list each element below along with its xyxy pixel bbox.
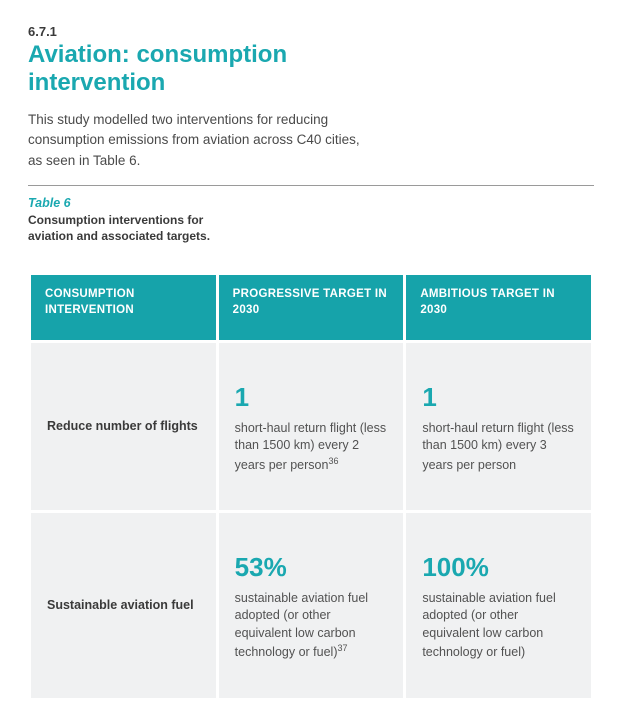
table-label: Table 6 <box>28 196 594 210</box>
table-row: Reduce number of flights 1 short-haul re… <box>31 343 591 510</box>
section-number: 6.7.1 <box>28 24 594 39</box>
big-number: 1 <box>422 379 575 415</box>
big-number: 1 <box>235 379 388 415</box>
cell-text: short-haul return flight (less than 1500… <box>235 421 386 472</box>
interventions-table: CONSUMPTION INTERVENTION PROGRESSIVE TAR… <box>28 272 594 701</box>
col-header-progressive: PROGRESSIVE TARGET IN 2030 <box>219 275 404 340</box>
divider <box>28 185 594 186</box>
cell-ambitious: 100% sustainable aviation fuel adopted (… <box>406 513 591 698</box>
row-label: Reduce number of flights <box>31 343 216 510</box>
table-row: Sustainable aviation fuel 53% sustainabl… <box>31 513 591 698</box>
cell-ambitious: 1 short-haul return flight (less than 15… <box>406 343 591 510</box>
intro-paragraph: This study modelled two interventions fo… <box>28 110 368 171</box>
table-caption: Consumption interventions for aviation a… <box>28 212 248 244</box>
col-header-intervention: CONSUMPTION INTERVENTION <box>31 275 216 340</box>
cell-progressive: 53% sustainable aviation fuel adopted (o… <box>219 513 404 698</box>
big-number: 100% <box>422 549 575 585</box>
page-title: Aviation: consumption intervention <box>28 41 328 96</box>
cell-text: sustainable aviation fuel adopted (or ot… <box>422 591 555 660</box>
row-label: Sustainable aviation fuel <box>31 513 216 698</box>
footnote-ref: 36 <box>328 456 338 466</box>
col-header-ambitious: AMBITIOUS TARGET IN 2030 <box>406 275 591 340</box>
cell-text: sustainable aviation fuel adopted (or ot… <box>235 591 368 660</box>
footnote-ref: 37 <box>338 643 348 653</box>
big-number: 53% <box>235 549 388 585</box>
cell-progressive: 1 short-haul return flight (less than 15… <box>219 343 404 510</box>
cell-text: short-haul return flight (less than 1500… <box>422 421 573 472</box>
